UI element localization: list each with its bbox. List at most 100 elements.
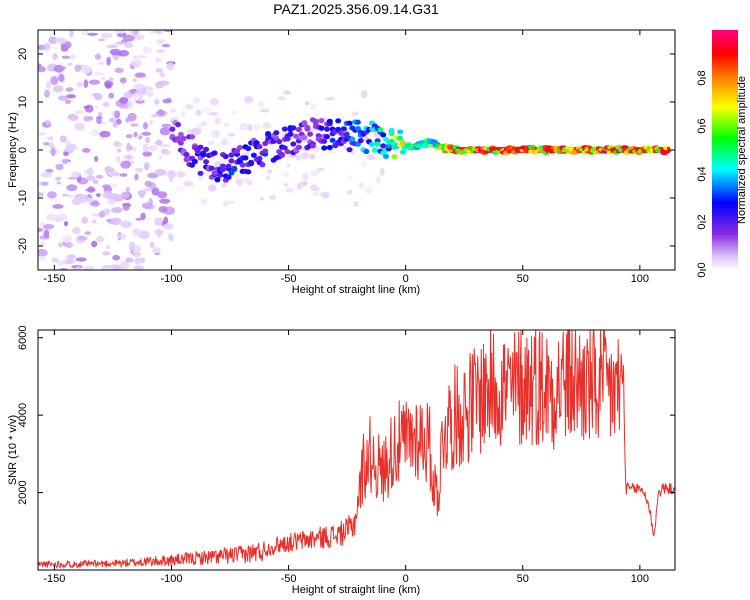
spectrogram-noise-blob: [227, 200, 235, 205]
spectrogram-noise-blob: [133, 265, 145, 270]
spectrogram-ridge-blob: [236, 144, 243, 151]
spectrogram-noise-blob: [269, 145, 273, 150]
spectrogram-noise-blob: [111, 207, 123, 214]
spectrogram-noise-blob: [297, 182, 302, 189]
spectrogram-noise-blob: [154, 168, 167, 176]
spectrogram-noise-blob: [207, 140, 215, 145]
snr-y-label: SNR (10 * v/v): [7, 415, 19, 485]
spectrogram-noise-blob: [233, 175, 239, 182]
spectrogram-noise-blob: [55, 36, 68, 44]
spectrogram-noise-blob: [42, 224, 55, 230]
spectrogram-ridge-blob: [318, 118, 325, 124]
spectrogram-noise-blob: [150, 114, 161, 118]
colorbar-scale: [712, 30, 738, 270]
spectrogram-noise-blob: [59, 135, 67, 143]
spectrogram-ridge-blob: [231, 166, 238, 172]
figure-title: PAZ1.2025.356.09.14.G31: [273, 1, 439, 17]
spectrogram-noise-blob: [134, 173, 139, 181]
spectrogram-ridge-blob: [349, 136, 356, 142]
spectrogram-noise-blob: [115, 156, 121, 164]
spectrogram-noise-blob: [100, 121, 107, 126]
spectrogram-noise-blob: [94, 53, 102, 60]
spectrogram-ridge-blob: [374, 141, 381, 147]
spectrogram-noise-blob: [132, 227, 141, 237]
spectrogram-noise-blob: [57, 242, 63, 248]
spectrogram-noise-blob: [200, 121, 207, 126]
spectrogram-ridge-blob: [256, 155, 263, 162]
spectrogram-noise-blob: [101, 76, 106, 81]
spectrogram-ridge-blob: [307, 131, 314, 137]
spectrogram-ridge-blob: [324, 126, 330, 132]
spectrogram-noise-blob: [317, 167, 325, 172]
spectrogram-ridge-blob: [189, 134, 196, 140]
spectrogram-ridge-blob: [293, 133, 300, 139]
spectrogram-noise-blob: [148, 119, 154, 126]
y-tick-label: 4000: [17, 403, 29, 427]
spectrogram-noise-blob: [56, 260, 67, 266]
spectrogram-noise-blob: [38, 66, 46, 73]
spectrogram-noise-blob: [166, 62, 175, 71]
spectrogram-noise-blob: [65, 87, 74, 92]
spectrogram-noise-blob: [157, 41, 164, 45]
spectrogram-noise-blob: [159, 198, 171, 204]
spectrogram-noise-blob: [64, 99, 72, 105]
spectrogram-ridge-blob: [203, 146, 210, 152]
spectrogram-noise-blob: [45, 119, 51, 126]
spectrogram-ridge-blob: [189, 162, 196, 168]
colorbar-ticks: 0.0 0.2 0.4 0.6 0.8: [696, 70, 708, 277]
spectrogram-noise-blob: [119, 173, 128, 177]
spectrogram-noise-blob: [85, 175, 96, 181]
spectrogram-ridge-blob: [203, 159, 210, 165]
spectrogram-noise-blob: [195, 109, 202, 116]
spectrogram-noise-blob: [83, 105, 90, 109]
snr-x-label: Height of straight line (km): [292, 584, 420, 596]
spectrogram-noise-blob: [236, 179, 243, 186]
spectrogram-noise-blob: [46, 80, 52, 89]
spectrogram-noise-blob: [143, 187, 153, 192]
spectrogram-ridge-blob: [222, 153, 229, 160]
spectrogram-noise-blob: [48, 136, 54, 141]
spectrogram-noise-blob: [239, 125, 246, 131]
spectrogram-noise-blob: [343, 145, 348, 150]
spectrogram-noise-blob: [95, 193, 101, 198]
spectrogram-noise-blob: [47, 191, 57, 199]
spectrogram-noise-blob: [61, 55, 70, 59]
spectrogram-noise-blob: [130, 59, 142, 68]
spectrogram-ridge-blob: [180, 135, 187, 142]
x-tick-label: 50: [517, 573, 529, 585]
spectrogram-noise-blob: [87, 32, 99, 36]
x-tick-label: 100: [631, 573, 649, 585]
spectrogram-noise-blob: [55, 163, 64, 171]
spectrogram-noise-blob: [107, 198, 117, 205]
spectrogram-noise-blob: [66, 254, 77, 260]
spectrogram-noise-blob: [252, 124, 261, 131]
spectrogram-ridge-core: [653, 147, 656, 153]
spectrogram-noise-blob: [143, 161, 150, 171]
colorbar-tick-label: 0.0: [696, 262, 708, 277]
spectrogram-noise-blob: [112, 121, 118, 128]
spectrogram-noise-blob: [125, 134, 133, 139]
spectrogram-noise-blob: [63, 220, 69, 227]
spectrogram-noise-blob: [176, 170, 186, 178]
spectrogram-ridge-blob: [399, 149, 406, 155]
spectrogram-noise-blob: [327, 150, 335, 154]
spectrogram-ridge-blob: [239, 162, 246, 168]
spectrogram-noise-blob: [158, 155, 163, 160]
spectrogram-noise-blob: [58, 95, 68, 101]
spectrogram-ridge-blob: [301, 121, 308, 127]
spectrogram-ridge-blob: [357, 138, 364, 144]
spectrogram-noise-blob: [77, 235, 88, 241]
spectrogram-noise-blob: [147, 91, 154, 97]
spectrogram-ridge-blob: [177, 140, 184, 146]
spectrogram-noise-blob: [110, 217, 122, 226]
spectrogram-noise-blob: [91, 219, 97, 224]
spectrogram-noise-blob: [259, 197, 264, 201]
spectrogram-noise-blob: [74, 122, 85, 131]
spectrogram-noise-blob: [82, 148, 91, 153]
y-tick-label: -20: [17, 238, 29, 254]
spectrogram-noise-blob: [154, 99, 160, 105]
y-tick-label: 2000: [17, 480, 29, 504]
spectrogram-noise-blob: [55, 176, 62, 181]
spectrogram-ridge-blob: [318, 125, 325, 131]
spectrogram-noise-blob: [108, 92, 115, 99]
